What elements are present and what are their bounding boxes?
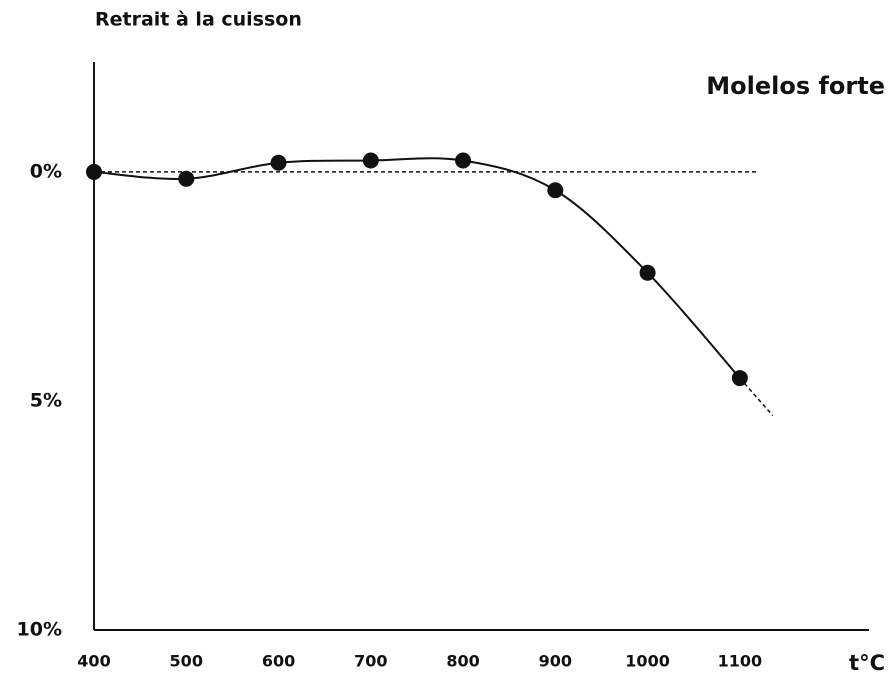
x-tick-label: 1100 — [718, 652, 763, 671]
extrapolation — [739, 377, 774, 417]
x-tick-label: 400 — [77, 652, 110, 671]
point — [547, 182, 564, 199]
y-tick-label: 0% — [30, 160, 62, 182]
chart-title: Retrait à la cuisson — [95, 9, 302, 31]
x-tick-label: 1000 — [625, 652, 670, 671]
x-tick-label: 700 — [354, 652, 387, 671]
point — [270, 154, 287, 171]
y-tick-label: 5% — [30, 389, 62, 411]
point — [639, 264, 656, 281]
point — [362, 152, 379, 169]
y-tick-label: 10% — [17, 619, 62, 641]
point — [731, 370, 748, 387]
point — [86, 163, 102, 180]
point — [455, 152, 472, 169]
chart-subtitle: Molelos forte — [706, 72, 885, 100]
x-tick-label: 500 — [170, 652, 203, 671]
point — [178, 170, 195, 187]
x-tick-label: 800 — [446, 652, 479, 671]
x-tick-label: 900 — [539, 652, 572, 671]
x-axis-label: t°C — [849, 651, 885, 675]
x-tick-label: 600 — [262, 652, 295, 671]
